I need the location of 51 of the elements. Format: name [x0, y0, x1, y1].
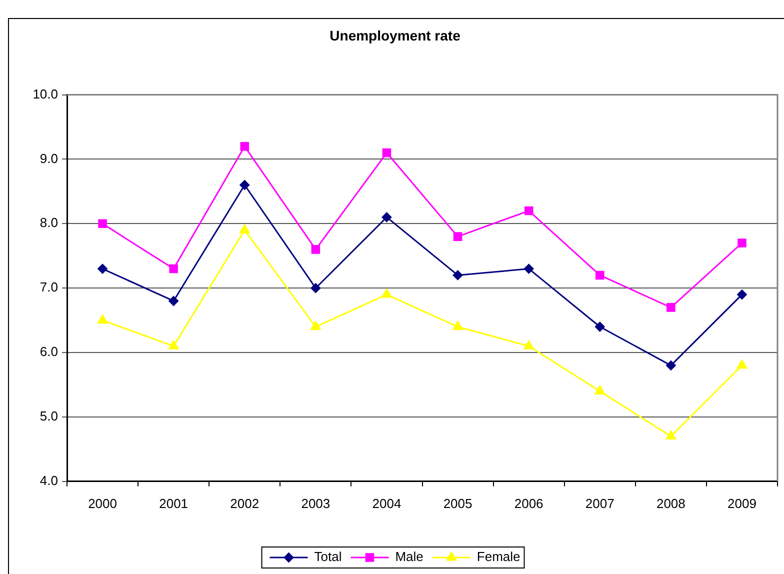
- point: [738, 238, 746, 248]
- y-tick-label: 10.0: [32, 86, 58, 102]
- point: [168, 296, 179, 306]
- point: [666, 360, 676, 370]
- x-tick-label: 2008: [656, 496, 686, 511]
- x-tick-label: 2009: [728, 496, 756, 511]
- legend-label: Total: [314, 549, 342, 564]
- point: [736, 290, 747, 300]
- x-tick-label: 2006: [514, 496, 544, 511]
- x-tick-label: 2002: [230, 496, 260, 511]
- point: [98, 264, 108, 274]
- point: [382, 212, 392, 222]
- x-tick-label: 2005: [443, 496, 472, 511]
- y-tick-label: 8.0: [40, 215, 58, 230]
- x-tick-label: 2000: [88, 496, 117, 511]
- x-tick-label: 2007: [585, 496, 614, 511]
- point: [98, 219, 107, 228]
- y-tick-label: 7.0: [40, 280, 58, 295]
- point: [666, 303, 676, 312]
- point: [452, 320, 464, 330]
- point: [452, 270, 463, 280]
- y-tick-label: 9.0: [40, 150, 58, 166]
- point: [382, 148, 392, 158]
- legend-label: Female: [476, 549, 520, 564]
- point: [310, 283, 321, 294]
- x-tick-label: 2001: [159, 496, 188, 511]
- point: [310, 320, 321, 330]
- point: [666, 430, 676, 440]
- legend-label: Male: [395, 549, 424, 564]
- point: [524, 206, 534, 216]
- point: [168, 340, 179, 350]
- point: [736, 359, 748, 369]
- point: [453, 232, 462, 241]
- chart-title: Unemployment rate: [330, 27, 461, 44]
- point: [239, 224, 250, 234]
- point: [311, 245, 320, 254]
- point: [169, 264, 178, 274]
- point: [595, 270, 604, 280]
- y-tick-label: 4.0: [40, 472, 58, 488]
- point: [594, 322, 605, 332]
- point: [594, 385, 606, 394]
- y-tick-label: 6.0: [40, 344, 58, 360]
- point: [97, 314, 108, 324]
- x-tick-label: 2004: [372, 496, 402, 511]
- y-tick-label: 5.0: [40, 408, 58, 424]
- point: [240, 142, 250, 151]
- point: [240, 180, 250, 190]
- point: [381, 288, 392, 298]
- x-tick-label: 2003: [301, 496, 330, 511]
- point: [524, 264, 534, 274]
- point: [524, 340, 534, 350]
